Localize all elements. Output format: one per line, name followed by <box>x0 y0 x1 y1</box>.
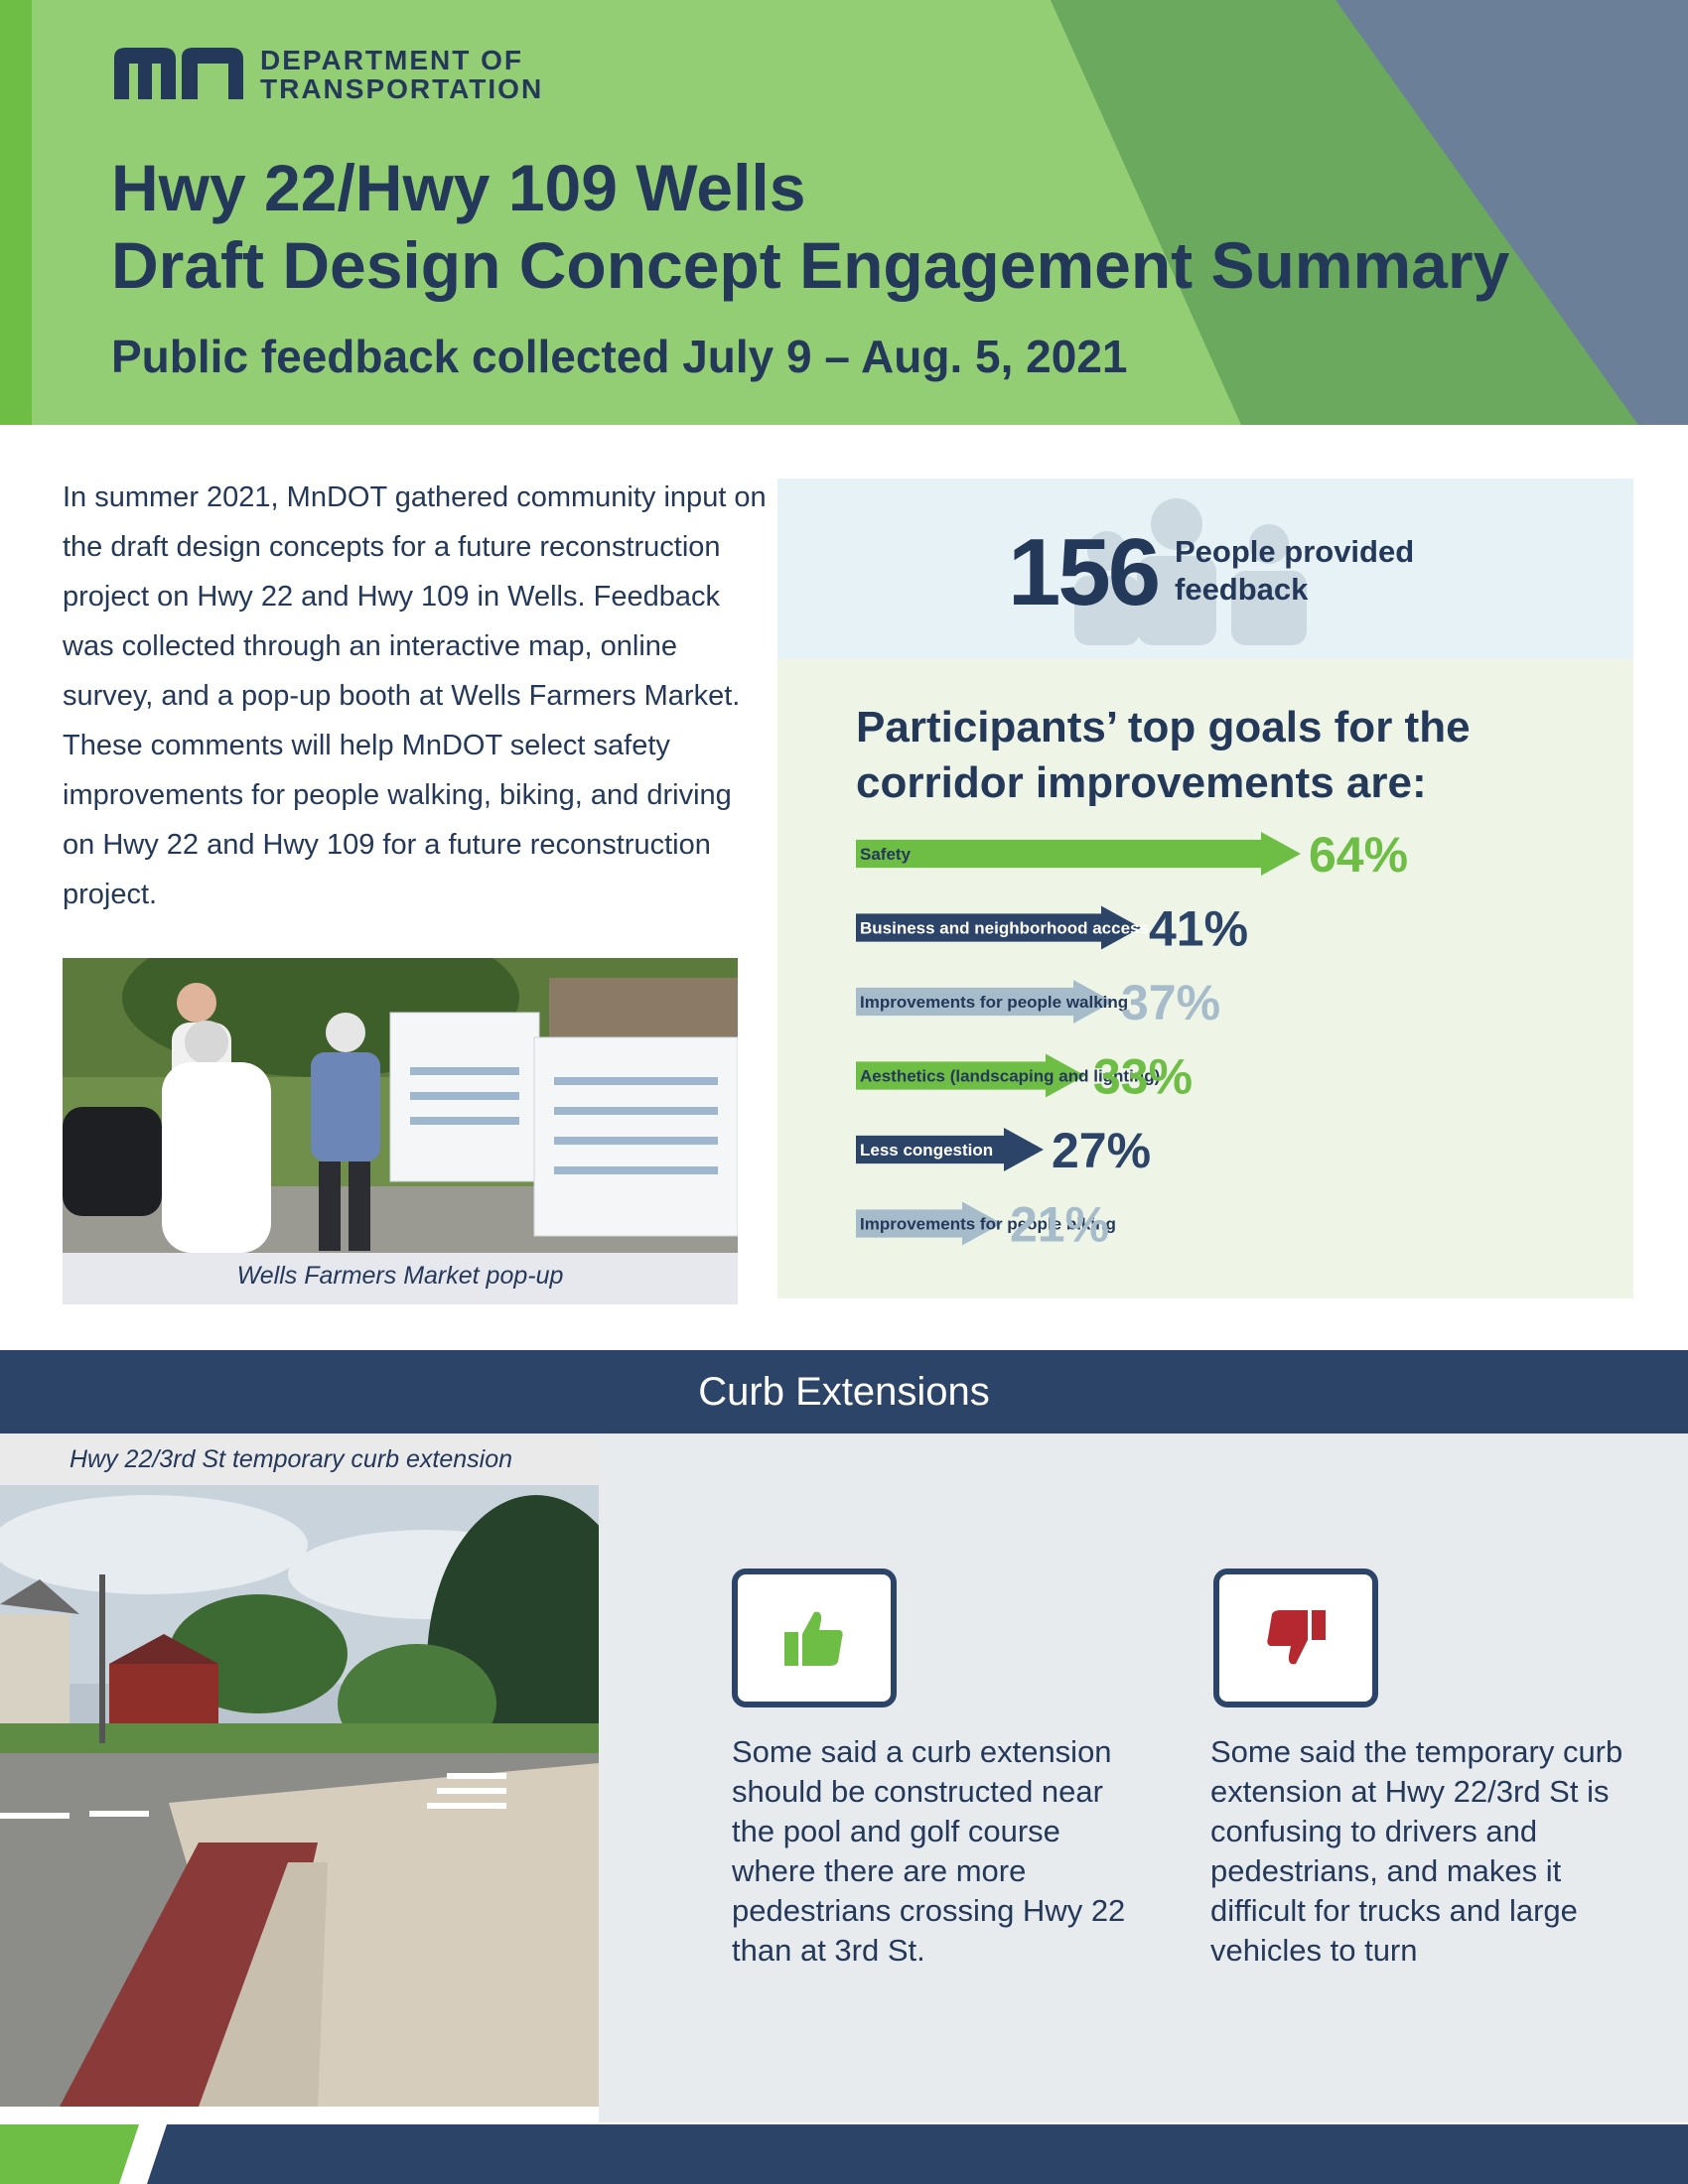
goal-label: Aesthetics (landscaping and lighting) <box>860 1067 1160 1086</box>
goal-label: Business and neighborhood access <box>860 919 1149 938</box>
org-line-2: TRANSPORTATION <box>260 73 544 104</box>
feedback-count-label: People provided feedback <box>1175 534 1415 607</box>
goal-percent: 41% <box>1149 901 1248 957</box>
goal-percent: 37% <box>1121 975 1220 1030</box>
goal-label: Improvements for people walking <box>860 993 1128 1012</box>
thumbs-down-box <box>1213 1569 1378 1707</box>
people-icon <box>1074 498 1307 645</box>
farmers-market-photo <box>63 958 738 1253</box>
goal-percent: 33% <box>1093 1049 1193 1105</box>
section-title: Curb Extensions <box>698 1370 990 1414</box>
page-title: Hwy 22/Hwy 109 Wells Draft Design Concep… <box>111 149 1601 304</box>
thumbs-down-icon <box>1267 1610 1326 1665</box>
curb-photo-caption: Hwy 22/3rd St temporary curb extension <box>0 1433 599 1485</box>
org-name: DEPARTMENT OF TRANSPORTATION <box>260 46 543 103</box>
goal-label: Safety <box>860 845 912 864</box>
goals-bar-chart: Safety 64% Business and neighborhood acces… <box>856 832 1408 1253</box>
goal-bar <box>856 980 1113 1024</box>
feedback-panel <box>599 1433 1688 2122</box>
goal-bar <box>856 1053 1085 1098</box>
goal-bar <box>856 905 1141 950</box>
negative-feedback-text: Some said the temporary curb extension a… <box>1210 1734 1623 1968</box>
goal-percent: 64% <box>1309 832 1408 883</box>
goal-percent: 21% <box>1010 1197 1109 1253</box>
photo-caption: Wells Farmers Market pop-up <box>63 1253 738 1304</box>
title-line-1: Hwy 22/Hwy 109 Wells <box>111 151 806 224</box>
goal-bar <box>856 1128 1044 1171</box>
positive-feedback-text: Some said a curb extension should be con… <box>732 1734 1126 1968</box>
mn-logo-icon <box>114 48 243 99</box>
org-line-1: DEPARTMENT OF <box>260 45 524 75</box>
intro-paragraph: In summer 2021, MnDOT gathered community… <box>63 481 767 910</box>
goals-title: Participants’ top goals for the corridor… <box>856 703 1471 807</box>
goals-panel <box>777 659 1633 1298</box>
goal-label: Improvements for people biking <box>860 1215 1116 1234</box>
thumbs-up-icon <box>784 1611 843 1666</box>
header-banner: DEPARTMENT OF TRANSPORTATION Hwy 22/Hwy … <box>0 0 1688 425</box>
goal-percent: 27% <box>1052 1123 1151 1178</box>
header-background <box>0 0 1688 425</box>
goal-bar <box>856 1201 1002 1246</box>
thumbs-up-box <box>732 1569 897 1707</box>
title-line-2: Draft Design Concept Engagement Summary <box>111 228 1510 302</box>
section-header <box>0 1350 1688 1433</box>
goal-label: Less congestion <box>860 1141 993 1160</box>
feedback-count: 156 <box>1008 519 1161 625</box>
goal-bar <box>856 832 1301 876</box>
footer-band <box>0 2124 1688 2184</box>
curb-extension-photo <box>0 1485 599 2107</box>
page-subtitle: Public feedback collected July 9 – Aug. … <box>111 331 1128 382</box>
